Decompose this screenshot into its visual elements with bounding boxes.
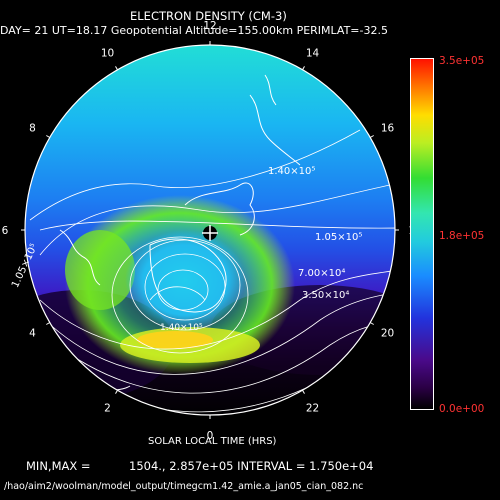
hour-label: 20 <box>381 328 394 340</box>
hour-label: 6 <box>2 225 9 237</box>
contour-label: 7.00×10⁴ <box>298 268 346 279</box>
hour-label: 0 <box>207 430 214 442</box>
hour-tick <box>369 322 374 325</box>
hour-tick <box>369 135 374 138</box>
minmax-values: 1504., 2.857e+05 INTERVAL = 1.750e+04 <box>129 459 374 473</box>
contour-label: 1.05×10⁵ <box>315 232 363 243</box>
colorbar-mid-label: 1.8e+05 <box>439 230 485 242</box>
minmax-label: MIN,MAX = <box>26 459 91 473</box>
hour-label: 22 <box>306 403 319 415</box>
chart-title: ELECTRON DENSITY (CM-3) <box>130 9 287 23</box>
hour-label: 14 <box>306 47 320 59</box>
hour-label: 16 <box>381 123 395 135</box>
hour-tick <box>115 66 118 71</box>
contour-label: 1.40×10⁵ <box>268 166 316 177</box>
hour-label: 10 <box>101 47 114 59</box>
chart-subtitle: DAY= 21 UT=18.17 Geopotential Altitude=1… <box>0 24 388 37</box>
hour-label: 4 <box>29 328 36 340</box>
pole-marker <box>202 225 218 241</box>
hour-tick <box>302 389 305 394</box>
contour-label: 3.50×10⁴ <box>302 290 350 301</box>
colorbar-max-label: 3.5e+05 <box>439 55 485 67</box>
hour-label: 12 <box>203 20 216 32</box>
hour-tick <box>115 389 118 394</box>
hour-tick <box>46 322 51 325</box>
color-scale-bar <box>410 58 434 410</box>
contour-label: 1.40×10⁵ <box>160 323 203 333</box>
hour-ticks <box>21 41 399 419</box>
colorbar-min-label: 0.0e+00 <box>439 403 485 415</box>
hour-label: 8 <box>29 123 36 135</box>
hour-tick <box>302 66 305 71</box>
hour-label: 2 <box>104 403 111 415</box>
x-axis-label: SOLAR LOCAL TIME (HRS) <box>148 436 277 447</box>
file-path: /hao/aim2/woolman/model_output/timegcm1.… <box>4 481 364 492</box>
hour-tick <box>46 135 51 138</box>
